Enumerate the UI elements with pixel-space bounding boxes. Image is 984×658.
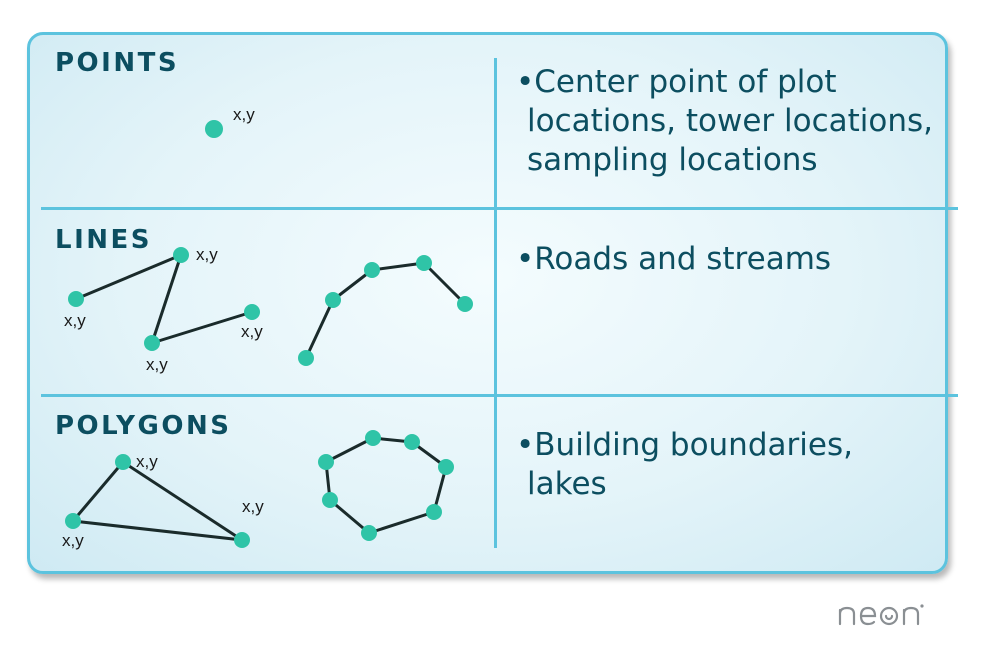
- triangle-vertex: [115, 454, 131, 470]
- triangle-coord-label: x,y: [136, 452, 158, 471]
- zigzag-line: [75, 253, 253, 345]
- neon-logo: [838, 604, 924, 626]
- curve-vertex: [457, 296, 473, 312]
- octagon-vertex: [438, 459, 454, 475]
- points-description-line-2: locations, tower locations,: [527, 103, 934, 139]
- zigzag-vertex: [173, 247, 189, 263]
- zigzag-coord-label: x,y: [64, 311, 86, 330]
- triangle-polygon: [71, 460, 244, 542]
- zigzag-vertex: [244, 304, 260, 320]
- divider-column: [494, 58, 497, 548]
- octagon-vertex: [365, 430, 381, 446]
- curve-vertex: [298, 350, 314, 366]
- polygons-title: POLYGONS: [55, 411, 232, 441]
- vector-types-card: [27, 32, 948, 574]
- zigzag-coord-label: x,y: [146, 355, 168, 374]
- octagon-vertex: [361, 525, 377, 541]
- polygons-description-line-1: •Building boundaries,: [516, 427, 853, 463]
- curve-line: [304, 261, 467, 359]
- points-title: POINTS: [55, 48, 180, 78]
- point-coord-label: x,y: [233, 105, 255, 124]
- curve-vertex: [364, 262, 380, 278]
- zigzag-coord-label: x,y: [241, 322, 263, 341]
- zigzag-coord-label: x,y: [196, 245, 218, 264]
- octagon-vertex: [322, 492, 338, 508]
- triangle-coord-label: x,y: [242, 497, 264, 516]
- curve-vertex: [325, 292, 341, 308]
- triangle-vertex: [65, 513, 81, 529]
- divider-row-1: [41, 207, 958, 210]
- lines-title: LINES: [55, 225, 152, 255]
- polygons-description-line-2: lakes: [527, 466, 607, 502]
- point-vertex: [205, 120, 223, 138]
- octagon-vertex: [404, 434, 420, 450]
- octagon-vertex: [318, 454, 334, 470]
- zigzag-vertex: [144, 335, 160, 351]
- octagon-polygon: [324, 436, 448, 535]
- points-description-line-1: •Center point of plot: [516, 64, 837, 100]
- polygons-description: •Building boundaries, lakes: [516, 426, 936, 504]
- registered-mark: [920, 604, 924, 608]
- points-description-line-3: sampling locations: [527, 142, 818, 178]
- zigzag-vertex: [68, 291, 84, 307]
- triangle-coord-label: x,y: [62, 531, 84, 550]
- lines-description: •Roads and streams: [516, 240, 936, 279]
- divider-row-2: [41, 394, 958, 397]
- lines-description-line-1: •Roads and streams: [516, 241, 832, 277]
- octagon-vertex: [426, 504, 442, 520]
- triangle-vertex: [234, 532, 250, 548]
- points-description: •Center point of plot locations, tower l…: [516, 63, 936, 180]
- curve-vertex: [416, 255, 432, 271]
